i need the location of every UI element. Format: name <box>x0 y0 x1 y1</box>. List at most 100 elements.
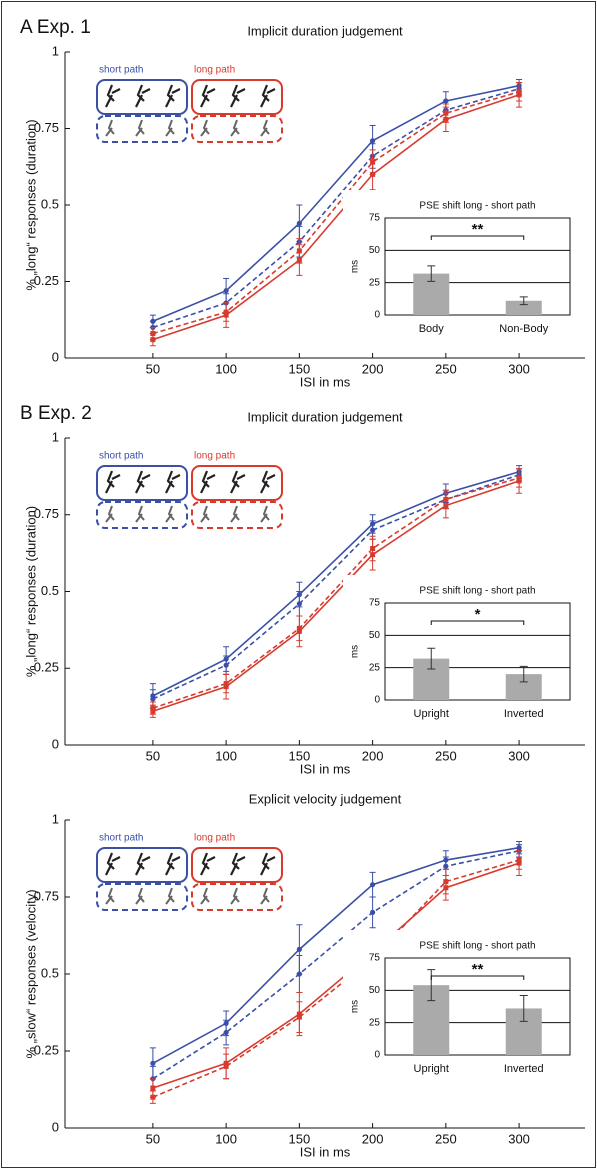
series-line <box>152 859 520 1098</box>
figure-icon <box>105 505 115 523</box>
y-axis-label: % „long“ responses (duration) <box>23 506 38 677</box>
error-bar <box>519 995 528 1022</box>
legend-label: short path <box>99 65 143 76</box>
figure-icon <box>200 470 216 494</box>
y-tick-label: 50 <box>369 245 381 256</box>
x-tick-label: Non-Body <box>499 323 548 335</box>
x-tick-label: 100 <box>215 1131 237 1146</box>
y-tick-label: 75 <box>369 598 381 609</box>
legend-box <box>191 465 283 501</box>
y-tick-label: 0 <box>374 695 380 706</box>
inset-title: PSE shift long - short path <box>419 586 535 597</box>
x-tick-label: 50 <box>146 1131 160 1146</box>
legend-label: short path <box>99 833 143 844</box>
x-tick-label: Body <box>419 323 445 335</box>
data-point <box>443 879 449 885</box>
series-line <box>152 477 520 709</box>
data-point <box>443 496 449 502</box>
x-tick-label: 150 <box>289 748 311 763</box>
x-tick-label: 250 <box>435 1131 457 1146</box>
inset-y-label: ms <box>350 1000 361 1013</box>
significance: ** <box>472 961 484 978</box>
error-bar <box>427 647 436 670</box>
x-tick-label: 150 <box>289 361 311 376</box>
y-axis-label: % „long“ responses (duration) <box>23 119 38 290</box>
significance-bracket <box>430 620 525 625</box>
data-point <box>516 857 522 863</box>
panel-label: B Exp. 2 <box>20 403 92 424</box>
figure-icon <box>260 119 270 137</box>
y-tick-label: 0.75 <box>34 888 59 903</box>
x-tick-label: 50 <box>146 361 160 376</box>
data-point <box>516 89 522 95</box>
legend-box-dashed <box>96 115 188 143</box>
data-point <box>150 705 156 711</box>
data-point <box>370 909 376 916</box>
y-tick-label: 0.25 <box>34 273 59 288</box>
figure-icon <box>200 852 216 876</box>
y-tick-label: 0 <box>52 736 59 751</box>
series-line <box>152 91 520 335</box>
y-tick-label: 1 <box>52 43 59 58</box>
y-tick-label: 0 <box>374 1050 380 1061</box>
legend-box <box>96 847 188 883</box>
y-axis-label: % „slow“ responses (velocity) <box>23 889 38 1058</box>
data-point <box>370 527 376 533</box>
x-tick-label: 100 <box>215 361 237 376</box>
data-point <box>223 681 229 687</box>
data-point <box>516 475 522 481</box>
x-tick-label: Upright <box>414 1063 449 1075</box>
figure-icon <box>135 470 151 494</box>
data-point <box>296 220 302 226</box>
y-tick-label: 75 <box>369 213 381 224</box>
figure-icon <box>260 505 270 523</box>
x-tick-label: Inverted <box>504 1063 544 1075</box>
data-point <box>370 546 376 552</box>
y-tick-label: 0.5 <box>41 196 59 211</box>
legend-box <box>96 465 188 501</box>
inset-title: PSE shift long - short path <box>419 941 535 952</box>
data-point <box>296 971 302 977</box>
data-point <box>150 1085 156 1091</box>
y-tick-label: 0 <box>52 1119 59 1134</box>
y-tick-label: 25 <box>369 277 381 288</box>
figure-icon <box>230 852 246 876</box>
x-tick-label: 300 <box>508 748 530 763</box>
figure-icon <box>200 84 216 108</box>
y-tick-label: 50 <box>369 985 381 996</box>
significance: ** <box>472 221 484 238</box>
series-line <box>152 480 520 712</box>
figure-icon <box>165 852 181 876</box>
inset-y-label: ms <box>350 260 361 273</box>
data-point <box>223 1063 229 1069</box>
figure-icon <box>200 887 210 905</box>
data-point <box>223 309 229 315</box>
data-point <box>223 662 229 668</box>
figure-icon <box>165 887 175 905</box>
figure-icon <box>135 887 145 905</box>
data-point <box>150 1094 156 1100</box>
significance-bracket <box>430 975 525 980</box>
x-axis-label: ISI in ms <box>300 374 351 389</box>
data-point <box>150 696 156 702</box>
x-tick-label: 200 <box>362 748 384 763</box>
figure-icon <box>135 84 151 108</box>
x-axis-label: ISI in ms <box>300 761 351 776</box>
figure-icon <box>230 887 240 905</box>
y-tick-label: 0.25 <box>34 660 59 675</box>
x-tick-label: 200 <box>362 1131 384 1146</box>
y-tick-label: 0 <box>374 310 380 321</box>
y-tick-label: 0 <box>52 349 59 364</box>
figure-icon <box>260 470 276 494</box>
y-tick-label: 1 <box>52 429 59 444</box>
y-tick-label: 50 <box>369 630 381 641</box>
x-tick-label: 200 <box>362 361 384 376</box>
figure-icon <box>105 84 121 108</box>
data-point <box>443 110 449 116</box>
data-point <box>150 331 156 337</box>
legend-label: long path <box>194 451 235 462</box>
x-tick-label: 100 <box>215 748 237 763</box>
x-tick-label: 300 <box>508 1131 530 1146</box>
chart-title: Implicit duration judgement <box>247 409 403 424</box>
